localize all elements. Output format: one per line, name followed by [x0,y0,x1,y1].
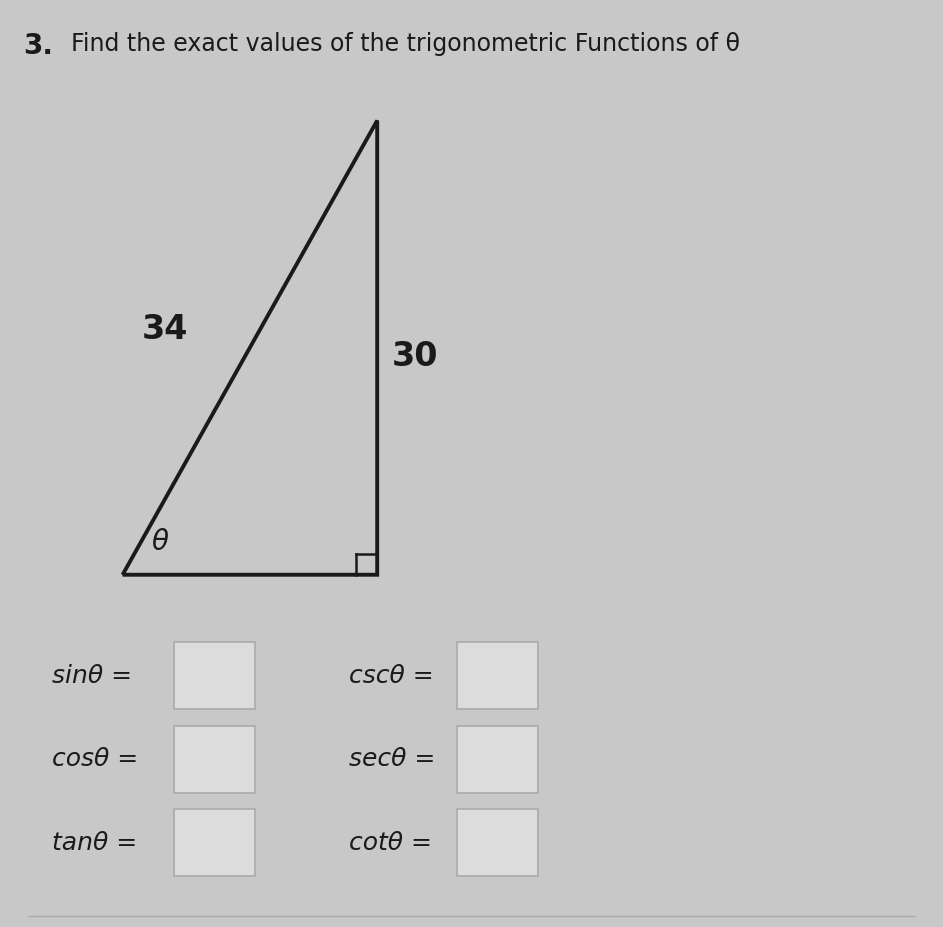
Text: 3.: 3. [24,32,54,60]
Text: cotθ =: cotθ = [349,831,432,855]
Text: secθ =: secθ = [349,747,436,771]
Text: θ: θ [152,528,169,556]
Text: cscθ =: cscθ = [349,664,434,688]
Text: sinθ =: sinθ = [52,664,132,688]
FancyBboxPatch shape [457,809,538,876]
Text: 30: 30 [391,340,438,374]
FancyBboxPatch shape [457,642,538,709]
Text: tanθ =: tanθ = [52,831,137,855]
Text: 34: 34 [142,312,189,346]
Text: cosθ =: cosθ = [52,747,138,771]
FancyBboxPatch shape [174,809,255,876]
FancyBboxPatch shape [457,726,538,793]
FancyBboxPatch shape [174,642,255,709]
Text: Find the exact values of the trigonometric Functions of θ: Find the exact values of the trigonometr… [71,32,739,57]
FancyBboxPatch shape [174,726,255,793]
